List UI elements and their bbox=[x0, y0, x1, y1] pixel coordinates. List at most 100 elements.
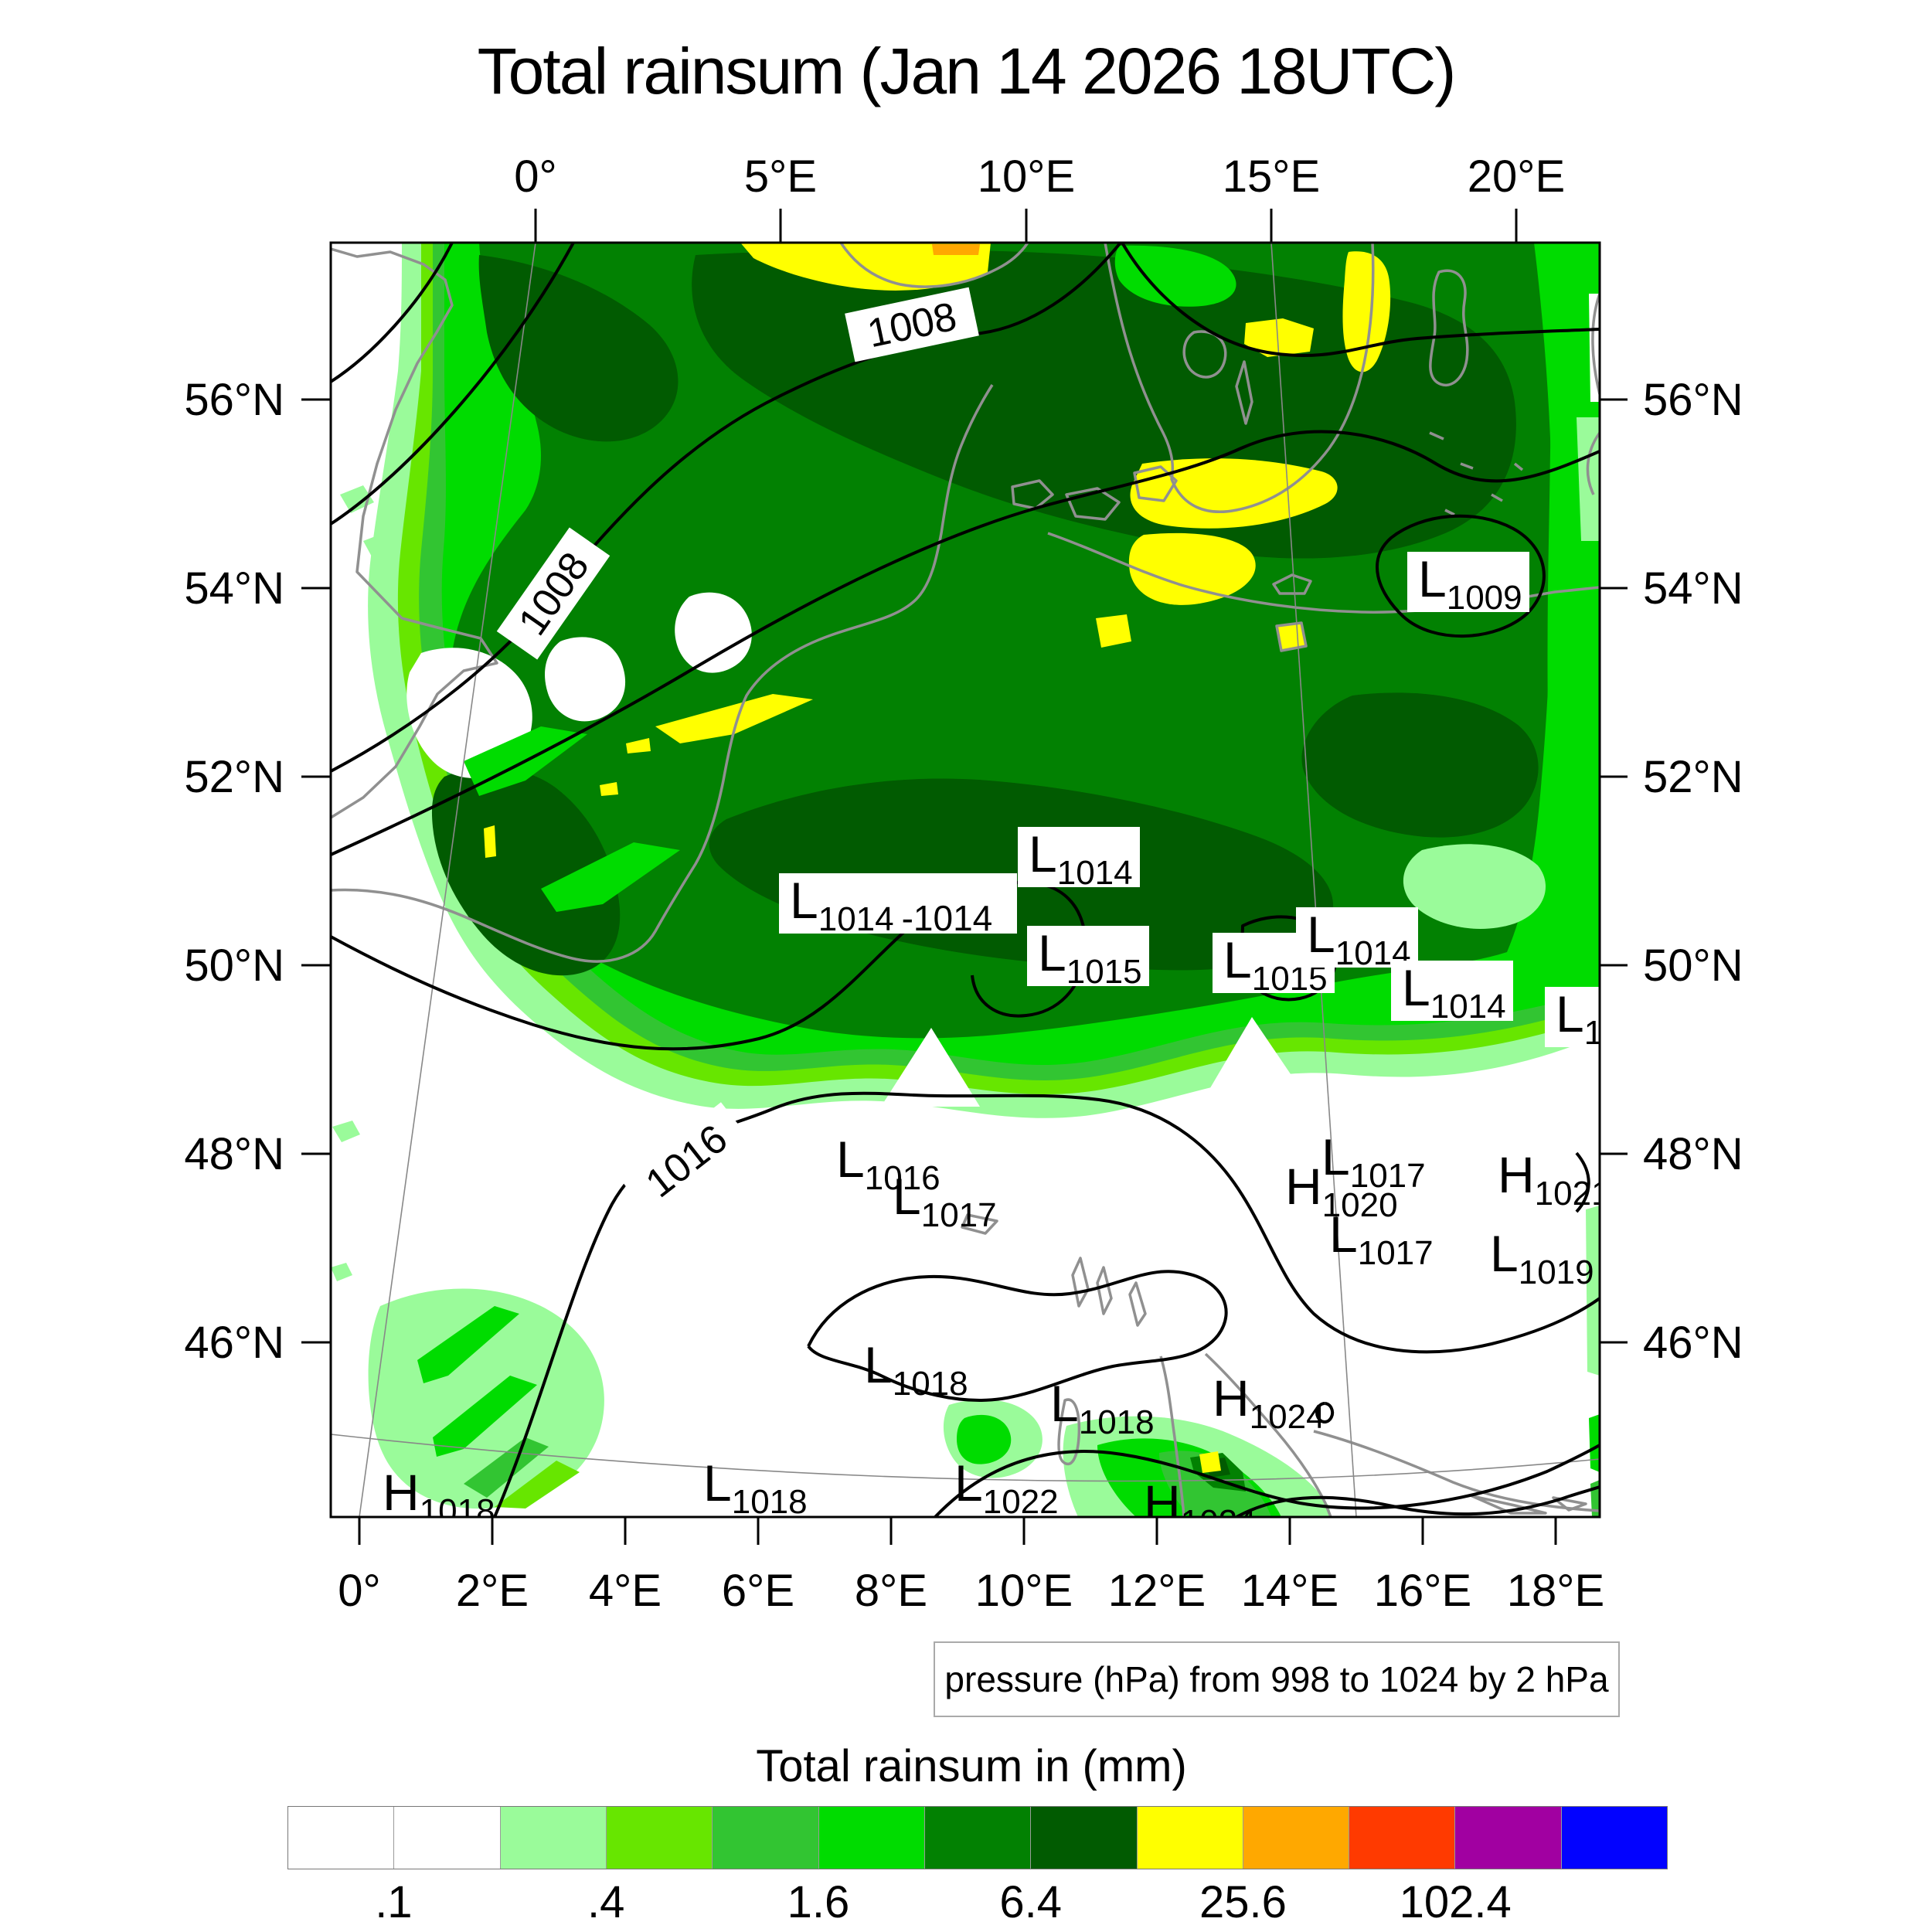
rain-area-bright bbox=[1114, 245, 1236, 307]
pressure-label-text: L1014 bbox=[1556, 985, 1660, 1052]
pressure-label-box bbox=[1391, 961, 1513, 1021]
pressure-center-l1014: L1014 -1014 bbox=[779, 872, 1017, 938]
coastline bbox=[961, 1213, 998, 1235]
colorbar-cell-chartreuse bbox=[606, 1807, 713, 1869]
isobar-label-box bbox=[496, 527, 611, 660]
coastline bbox=[1011, 479, 1054, 510]
colorbar-tick-label: 25.6 bbox=[1199, 1877, 1287, 1927]
rain-area-pale bbox=[331, 1263, 352, 1281]
meridian-15E bbox=[1270, 243, 1357, 1517]
isobar bbox=[1376, 514, 1546, 638]
coastline bbox=[1429, 431, 1524, 516]
axis-label-right: 46°N bbox=[1643, 1318, 1743, 1368]
colorbar-cell-yellow bbox=[1137, 1807, 1243, 1869]
rain-area-yellow bbox=[740, 243, 991, 291]
parallel-45N bbox=[331, 1434, 1600, 1482]
axis-label-left: 52°N bbox=[184, 752, 284, 802]
rain-area-orange bbox=[932, 244, 980, 255]
coastline bbox=[1071, 1257, 1090, 1308]
coastline bbox=[1429, 269, 1469, 387]
pressure-label-box bbox=[1296, 907, 1418, 968]
rain-area-pale bbox=[363, 533, 393, 558]
pressure-center-l1017: L1017 bbox=[893, 1168, 997, 1234]
axis-label-top: 15°E bbox=[1223, 151, 1320, 202]
axis-label-right: 54°N bbox=[1643, 563, 1743, 614]
pressure-label-text: H1021 bbox=[1498, 1146, 1611, 1213]
axis-label-bottom: 0° bbox=[338, 1566, 380, 1616]
axis-label-right: 48°N bbox=[1643, 1129, 1743, 1179]
axis-label-right: 50°N bbox=[1643, 940, 1743, 991]
coastline bbox=[1275, 621, 1308, 652]
axis-label-top: 20°E bbox=[1468, 151, 1565, 202]
pressure-label-box bbox=[779, 873, 1017, 934]
rain-area-medium bbox=[464, 1437, 549, 1498]
isobar bbox=[807, 1270, 1228, 1402]
axis-label-bottom: 8°E bbox=[855, 1566, 927, 1616]
colorbar-cell-redorange bbox=[1349, 1807, 1456, 1869]
colorbar-tick-label: 102.4 bbox=[1399, 1877, 1512, 1927]
axis-label-bottom: 16°E bbox=[1374, 1566, 1471, 1616]
rain-area-yellow bbox=[1277, 623, 1306, 651]
page-title: Total rainsum (Jan 14 2026 18UTC) bbox=[477, 35, 1457, 107]
pressure-label-box bbox=[1027, 926, 1149, 986]
pressure-center-l1014: L1014 bbox=[1296, 906, 1418, 972]
isobar bbox=[1121, 243, 1600, 358]
isobar-label-box bbox=[621, 1102, 752, 1219]
isobar bbox=[1236, 1485, 1600, 1517]
legend-title: Total rainsum in (mm) bbox=[756, 1741, 1187, 1791]
coastline bbox=[1057, 1398, 1081, 1466]
colorbar-cell-deep bbox=[1031, 1807, 1138, 1869]
coastline bbox=[1104, 243, 1375, 514]
coastline bbox=[1313, 1430, 1600, 1512]
coastline bbox=[1591, 293, 1600, 395]
pressure-label-box bbox=[1018, 827, 1140, 887]
coastline bbox=[1471, 1495, 1547, 1515]
colorbar-cell-pale bbox=[500, 1807, 607, 1869]
rain-area-deep bbox=[478, 255, 679, 442]
axis-label-bottom: 4°E bbox=[589, 1566, 662, 1616]
isobar bbox=[493, 1091, 1600, 1517]
rain-area-yellow bbox=[1128, 532, 1256, 605]
axis-label-bottom: 18°E bbox=[1507, 1566, 1604, 1616]
rain-area-yellow bbox=[1244, 318, 1314, 357]
pressure-center-l1014: L1014 bbox=[1018, 825, 1140, 892]
axis-label-right: 56°N bbox=[1643, 375, 1743, 425]
rain-area-yellow bbox=[1342, 251, 1391, 372]
coastline bbox=[331, 384, 994, 963]
axis-label-top: 0° bbox=[514, 151, 556, 202]
isobar bbox=[331, 430, 1600, 856]
colorbar-cell-white bbox=[288, 1807, 395, 1869]
rain-area-bright bbox=[417, 1306, 519, 1383]
isobar bbox=[331, 243, 1122, 773]
axis-label-bottom: 10°E bbox=[975, 1566, 1073, 1616]
axis-label-top: 10°E bbox=[978, 151, 1075, 202]
colorbar-cell-white bbox=[394, 1807, 501, 1869]
coastline bbox=[1272, 573, 1312, 595]
colorbar-cell-dark bbox=[924, 1807, 1032, 1869]
coastline bbox=[1128, 1281, 1147, 1327]
colorbar-cell-purple bbox=[1455, 1807, 1562, 1869]
rain-area-yellow bbox=[655, 694, 813, 743]
axis-labels: 0° 5°E 10°E 15°E 20°E 0° 2°E 4°E 6°E 8°E 10°E 12°E 1… bbox=[184, 151, 1743, 1616]
axis-label-left: 50°N bbox=[184, 940, 284, 991]
rain-area-bright bbox=[433, 1376, 537, 1457]
isobar-label-box bbox=[845, 287, 979, 362]
axis-label-top: 5°E bbox=[744, 151, 817, 202]
pressure-label-box bbox=[1545, 987, 1600, 1047]
isobar bbox=[1575, 1151, 1590, 1213]
isobar bbox=[331, 243, 575, 526]
rain-area-white bbox=[545, 637, 626, 722]
pressure-center-l1014: L1014 bbox=[1391, 959, 1513, 1026]
pressure-center-l1014: L1014 bbox=[1545, 985, 1660, 1052]
isobar bbox=[331, 243, 454, 383]
meridian-0E bbox=[359, 243, 536, 1517]
rain-area-yellow bbox=[1199, 1451, 1221, 1473]
axis-label-bottom: 14°E bbox=[1241, 1566, 1338, 1616]
colorbar-tick-label: 1.6 bbox=[787, 1877, 850, 1927]
pressure-label-box bbox=[1407, 552, 1529, 612]
rain-area-white bbox=[881, 1028, 980, 1107]
map-frame bbox=[329, 241, 1601, 1519]
rain-area-bright bbox=[541, 842, 680, 912]
rain-area-deep bbox=[1301, 692, 1539, 838]
